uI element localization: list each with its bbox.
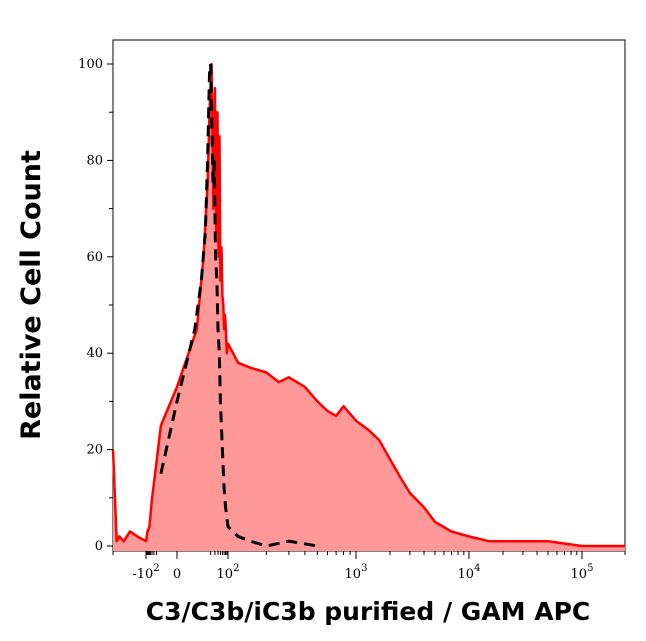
x-tick-label: -102 bbox=[132, 563, 159, 582]
y-tick-label: 20 bbox=[86, 443, 103, 458]
x-tick-exponent: 2 bbox=[153, 563, 159, 574]
x-tick-label: 103 bbox=[345, 563, 368, 582]
x-axis-title: C3/C3b/iC3b purified / GAM APC bbox=[146, 597, 591, 626]
x-tick-label: 0 bbox=[173, 567, 181, 582]
x-tick-label: 105 bbox=[571, 563, 594, 582]
x-tick-exponent: 2 bbox=[233, 563, 239, 574]
x-tick-exponent: 3 bbox=[361, 563, 367, 574]
y-tick-label: 0 bbox=[95, 539, 103, 554]
y-tick-label: 40 bbox=[86, 346, 103, 361]
y-tick-label: 80 bbox=[86, 153, 103, 168]
y-axis: 0 20 40 60 80 100 bbox=[78, 57, 113, 554]
y-axis-title: Relative Cell Count bbox=[16, 150, 47, 440]
x-axis: -102 0 102 103 104 105 bbox=[112, 551, 626, 582]
control-histogram-line bbox=[159, 63, 318, 548]
x-tick-exponent: 4 bbox=[474, 563, 480, 574]
sample-histogram-line bbox=[111, 62, 625, 548]
x-tick-label: 104 bbox=[458, 563, 481, 582]
sample-histogram-fill bbox=[113, 64, 625, 551]
y-tick-label: 60 bbox=[86, 250, 103, 265]
x-tick-exponent: 5 bbox=[587, 563, 593, 574]
series-layer bbox=[111, 62, 625, 551]
y-tick-label: 100 bbox=[78, 57, 103, 72]
x-tick-label: 102 bbox=[217, 563, 240, 582]
